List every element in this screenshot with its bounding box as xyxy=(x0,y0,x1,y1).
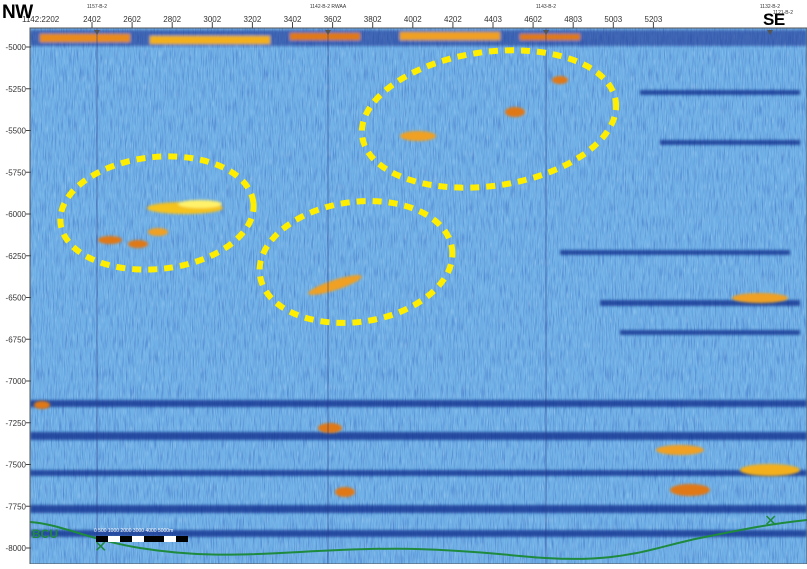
x-tick-label: 5003 xyxy=(604,15,622,24)
x-tick-label: 2802 xyxy=(163,15,181,24)
x-tick-label: 4202 xyxy=(444,15,462,24)
bcu-horizon-line xyxy=(30,519,807,560)
y-tick-label: -6750 xyxy=(6,335,27,344)
well-marker xyxy=(94,30,100,35)
y-tick-label: -7500 xyxy=(6,461,27,470)
y-axis: -5000 -5250 -5500 -5750 -6000 -6250 -6500 -6750… xyxy=(6,43,31,553)
well-marker xyxy=(767,30,773,35)
well-marker xyxy=(543,30,549,35)
horizon-x-marker-right: ✕ xyxy=(764,511,777,530)
x-tick-label: 4602 xyxy=(524,15,542,24)
y-tick-label: -5500 xyxy=(6,127,27,136)
well-label: 1121-B-2 xyxy=(773,10,793,16)
x-tick-label: 3802 xyxy=(364,15,382,24)
x-axis: 1142:2202 2402 2602 2802 3002 3202 3402 3602 380… xyxy=(22,15,663,28)
highlight-ellipse-2 xyxy=(256,198,456,326)
well-label: 1142-B-2 RWAA xyxy=(310,4,347,10)
x-tick-label: 3602 xyxy=(324,15,342,24)
well-label: 1132-B-2 xyxy=(760,4,780,10)
x-tick-label: 3402 xyxy=(284,15,302,24)
x-tick-label: 3002 xyxy=(203,15,221,24)
top-bright-reflector xyxy=(30,30,807,46)
highlight-ellipse-3 xyxy=(358,47,620,191)
deep-reflectors xyxy=(30,90,807,537)
x-tick-label: 4403 xyxy=(484,15,502,24)
bcu-label: BCU xyxy=(32,527,58,541)
y-tick-label: -5750 xyxy=(6,168,27,177)
x-tick-label: 4803 xyxy=(564,15,582,24)
y-tick-label: -5250 xyxy=(6,85,27,94)
highlight-ellipse-1 xyxy=(57,153,257,273)
well-label: 1157-B-2 xyxy=(87,4,107,10)
y-tick-label: -7250 xyxy=(6,419,27,428)
y-tick-label: -7000 xyxy=(6,377,27,386)
seismic-texture-light xyxy=(30,28,807,564)
x-tick-label: 3202 xyxy=(244,15,262,24)
well-traces xyxy=(96,28,547,564)
scale-bar-label: 0 500 1000 2000 3000 4000 5000m xyxy=(94,528,173,534)
se-direction-label: SE xyxy=(763,10,785,29)
x-tick-label: 2402 xyxy=(83,15,101,24)
scale-bar: 0 500 1000 2000 3000 4000 5000m xyxy=(94,528,188,542)
x-tick-label: 2602 xyxy=(123,15,141,24)
well-marker xyxy=(325,30,331,35)
amplitude-anomalies xyxy=(34,76,800,497)
y-tick-label: -6500 xyxy=(6,294,27,303)
well-label: 1143-B-2 xyxy=(536,4,556,10)
y-tick-label: -6250 xyxy=(6,252,27,261)
y-tick-label: -6000 xyxy=(6,210,27,219)
well-labels: 1157-B-2 1142-B-2 RWAA 1143-B-2 1132-B-2112… xyxy=(87,4,793,35)
highlight-ellipses xyxy=(57,47,620,326)
x-tick-label-first: 1142:2202 xyxy=(22,15,60,24)
y-tick-label: -8000 xyxy=(6,544,27,553)
nw-direction-label: NW xyxy=(2,2,33,23)
y-tick-label: -5000 xyxy=(6,43,27,52)
x-tick-label: 5203 xyxy=(645,15,663,24)
x-tick-label: 4002 xyxy=(404,15,422,24)
y-tick-label: -7750 xyxy=(6,502,27,511)
